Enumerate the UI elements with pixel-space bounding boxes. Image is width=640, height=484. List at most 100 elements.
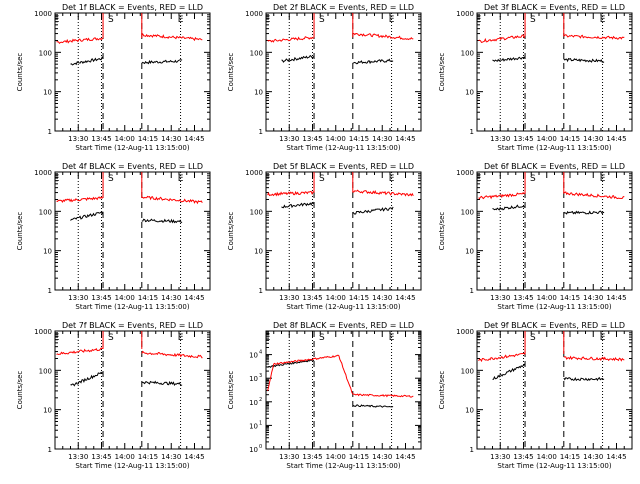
plot-title: Det 9f BLACK = Events, RED = LLD xyxy=(484,321,625,330)
events-series-line xyxy=(70,56,104,66)
y-tick-label: 1 xyxy=(470,287,474,295)
x-tick-label: 13:30 xyxy=(490,453,510,461)
x-axis-label: Start Time (12-Aug-11 13:15:00) xyxy=(286,303,400,311)
x-tick-label: 13:45 xyxy=(513,294,533,302)
y-tick-label: 10 xyxy=(43,407,52,415)
lld-series-line xyxy=(563,191,625,200)
events-series-line xyxy=(141,218,183,224)
x-tick-label: 14:00 xyxy=(115,135,135,143)
interval-marker: E xyxy=(476,174,482,184)
y-tick-label: 1 xyxy=(259,128,263,136)
y-axis-label: Counts/sec xyxy=(16,212,24,251)
x-tick-label: 14:15 xyxy=(560,453,580,461)
interval-marker: E xyxy=(178,174,184,184)
x-tick-label: 14:45 xyxy=(395,294,415,302)
y-tick-label: 1000 xyxy=(34,328,52,336)
lld-series-line xyxy=(478,34,526,43)
plot-title: Det 3f BLACK = Events, RED = LLD xyxy=(484,3,625,12)
x-tick-label: 14:15 xyxy=(560,294,580,302)
x-tick-label: 14:15 xyxy=(138,294,158,302)
y-tick-exponent: 4 xyxy=(259,350,262,356)
x-tick-label: 14:30 xyxy=(583,453,603,461)
interval-marker: E xyxy=(178,333,184,343)
plot-frame xyxy=(476,12,633,132)
y-tick-label: 100 xyxy=(39,49,52,57)
y-axis-label: Counts/sec xyxy=(438,53,446,92)
x-tick-label: 14:15 xyxy=(138,453,158,461)
events-series-line xyxy=(141,380,183,386)
y-tick-label: 1000 xyxy=(456,10,474,18)
y-axis-label: Counts/sec xyxy=(16,371,24,410)
plot-frame xyxy=(54,330,211,450)
events-series-line xyxy=(492,204,526,211)
x-tick-label: 13:45 xyxy=(302,294,322,302)
y-tick-label: 1000 xyxy=(456,328,474,336)
interval-marker: E xyxy=(54,15,60,25)
x-axis-label: Start Time (12-Aug-11 13:15:00) xyxy=(497,303,611,311)
x-tick-label: 14:15 xyxy=(560,135,580,143)
x-axis-label: Start Time (12-Aug-11 13:15:00) xyxy=(497,462,611,470)
x-tick-label: 14:45 xyxy=(184,135,204,143)
y-tick-label: 10 xyxy=(43,248,52,256)
interval-marker: E xyxy=(54,174,60,184)
lld-series-line xyxy=(141,195,203,205)
y-tick-label: 100 xyxy=(39,367,52,375)
x-tick-label: 13:30 xyxy=(279,453,299,461)
y-tick-label: 10 xyxy=(249,399,258,407)
y-tick-label: 1 xyxy=(48,128,52,136)
y-tick-label: 1 xyxy=(48,446,52,454)
plot-title: Det 4f BLACK = Events, RED = LLD xyxy=(62,162,203,171)
x-axis-label: Start Time (12-Aug-11 13:15:00) xyxy=(497,144,611,152)
y-axis-label: Counts/sec xyxy=(16,53,24,92)
y-tick-label: 1 xyxy=(259,287,263,295)
x-axis-label: Start Time (12-Aug-11 13:15:00) xyxy=(75,462,189,470)
x-tick-label: 14:30 xyxy=(161,294,181,302)
lld-series-line xyxy=(267,190,315,197)
lld-series-line xyxy=(267,36,315,43)
events-series-line xyxy=(267,358,315,368)
events-series-line xyxy=(70,211,104,221)
interval-marker: E xyxy=(600,174,606,184)
y-tick-label: 1 xyxy=(470,128,474,136)
y-tick-exponent: 1 xyxy=(259,420,262,426)
interval-marker: E xyxy=(476,333,482,343)
x-tick-label: 13:45 xyxy=(91,294,111,302)
x-tick-label: 14:15 xyxy=(138,135,158,143)
plot-title: Det 6f BLACK = Events, RED = LLD xyxy=(484,162,625,171)
interval-marker: S xyxy=(108,333,114,343)
interval-marker: S xyxy=(319,174,325,184)
y-tick-label: 10 xyxy=(249,375,258,383)
x-tick-label: 14:45 xyxy=(606,294,626,302)
x-tick-label: 14:00 xyxy=(537,453,557,461)
interval-marker: S xyxy=(530,333,536,343)
x-tick-label: 13:45 xyxy=(513,453,533,461)
x-tick-label: 14:30 xyxy=(372,294,392,302)
interval-marker: E xyxy=(265,174,271,184)
plot-panel: Det 5f BLACK = Events, RED = LLD 1 10 100 10… xyxy=(227,162,422,311)
plot-title: Det 1f BLACK = Events, RED = LLD xyxy=(62,3,203,12)
lld-series-line xyxy=(273,354,340,365)
interval-marker: E xyxy=(389,333,395,343)
plot-panel: Det 9f BLACK = Events, RED = LLD 1 10 100 10… xyxy=(438,321,633,470)
plot-panel: Det 6f BLACK = Events, RED = LLD 1 10 100 10… xyxy=(438,162,633,311)
plot-frame xyxy=(265,12,422,132)
y-tick-label: 1000 xyxy=(245,169,263,177)
events-series-line xyxy=(563,210,605,215)
x-tick-label: 14:30 xyxy=(161,453,181,461)
x-tick-label: 14:00 xyxy=(537,135,557,143)
interval-marker: E xyxy=(54,333,60,343)
y-tick-label: 1 xyxy=(48,287,52,295)
lld-series-line xyxy=(338,355,354,395)
y-tick-label: 10 xyxy=(249,422,258,430)
lld-series-line xyxy=(478,191,526,200)
events-series-line xyxy=(70,371,104,387)
plot-panel: Det 4f BLACK = Events, RED = LLD 1 10 100 10… xyxy=(16,162,211,311)
x-tick-label: 13:30 xyxy=(279,294,299,302)
y-tick-exponent: 3 xyxy=(259,373,262,379)
lld-series-line xyxy=(56,347,104,356)
events-series-line xyxy=(492,363,526,380)
lld-series-line xyxy=(56,196,104,204)
events-series-line xyxy=(352,404,394,408)
lld-series-line xyxy=(563,355,625,362)
